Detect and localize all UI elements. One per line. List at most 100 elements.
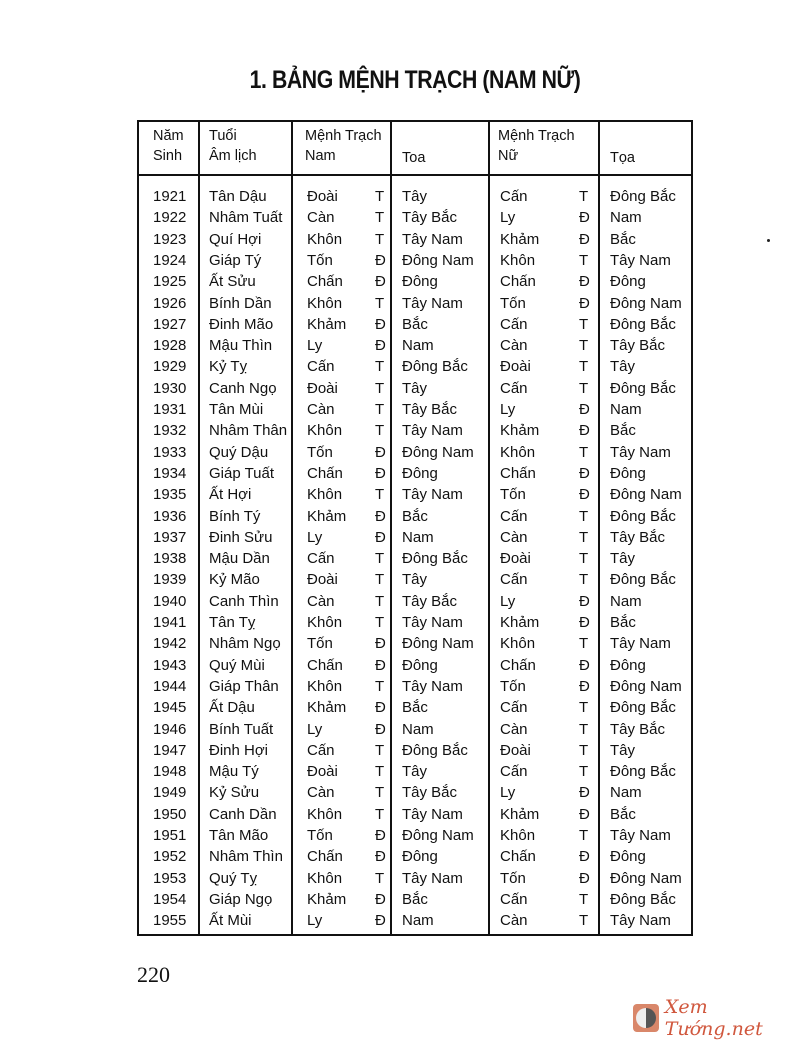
table-row: 1922 Nhâm Tuất Càn T Tây Bắc Ly Đ Nam [139, 207, 691, 228]
cell-female-direction: Đông Bắc [610, 507, 676, 525]
cell-year: 1937 [153, 528, 187, 546]
cell-male-direction: Tây Nam [402, 486, 463, 504]
cell-female-group: T [579, 763, 589, 781]
cell-male-menh: Chấn [307, 848, 343, 866]
cell-male-direction: Tây Nam [402, 614, 463, 631]
cell-male-direction: Tây Nam [402, 230, 463, 248]
cell-female-group: Đ [579, 422, 590, 440]
table-row: 1942 Nhâm Ngọ Tốn Đ Đông Nam Khôn T Tây Nam [139, 633, 691, 654]
cell-lunar-age: Quý Mùi [209, 656, 265, 674]
cell-year: 1939 [153, 571, 187, 589]
cell-female-group: T [579, 912, 589, 930]
cell-male-menh: Ly [307, 720, 323, 738]
cell-year: 1923 [153, 230, 187, 248]
cell-male-group: Đ [375, 720, 386, 738]
cell-female-group: Đ [579, 464, 590, 482]
cell-lunar-age: Quý Tỵ [209, 869, 258, 887]
cell-female-direction: Tây [610, 550, 636, 568]
cell-female-direction: Đông Bắc [610, 315, 676, 333]
cell-male-direction: Tây [402, 379, 428, 397]
cell-male-direction: Tây Bắc [402, 209, 458, 227]
cell-male-menh: Chấn [307, 273, 343, 291]
cell-male-group: Đ [375, 251, 386, 269]
cell-male-menh: Chấn [307, 464, 343, 482]
cell-lunar-age: Quý Dậu [209, 443, 269, 461]
table-row: 1924 Giáp Tý Tốn Đ Đông Nam Khôn T Tây Nam [139, 250, 691, 271]
cell-male-direction: Đông Bắc [402, 358, 468, 376]
cell-male-group: T [375, 677, 385, 695]
cell-female-menh: Khảm [500, 422, 540, 440]
cell-female-direction: Nam [610, 401, 642, 418]
cell-female-direction: Tây [610, 358, 636, 376]
cell-female-direction: Đông Bắc [610, 379, 676, 397]
cell-male-menh: Khảm [307, 890, 347, 908]
header-line: Năm [153, 128, 184, 144]
header-female: Mệnh Trạch Nữ [498, 126, 575, 166]
cell-female-menh: Đoài [500, 741, 531, 759]
cell-female-direction: Đông Nam [610, 486, 682, 504]
watermark-text: Xem Tướng.net [664, 996, 763, 1040]
cell-year: 1951 [153, 827, 187, 844]
cell-male-group: Đ [375, 337, 386, 355]
cell-male-menh: Khôn [307, 805, 343, 823]
cell-male-menh: Khảm [307, 699, 347, 717]
table-row: 1940 Canh Thìn Càn T Tây Bắc Ly Đ Nam [139, 591, 691, 612]
header-line: Nữ [498, 148, 519, 164]
cell-male-group: T [375, 571, 385, 589]
cell-male-menh: Đoài [307, 188, 338, 205]
cell-female-menh: Khảm [500, 614, 540, 631]
table-row: 1928 Mậu Thìn Ly Đ Nam Càn T Tây Bắc [139, 335, 691, 356]
cell-lunar-age: Giáp Thân [209, 677, 279, 695]
cell-male-menh: Ly [307, 528, 323, 546]
cell-male-direction: Tây Bắc [402, 784, 458, 802]
cell-lunar-age: Kỷ Sửu [209, 784, 260, 802]
cell-female-menh: Đoài [500, 358, 531, 376]
column-divider [198, 122, 200, 934]
cell-year: 1943 [153, 656, 187, 674]
cell-lunar-age: Kỷ Mão [209, 571, 260, 589]
cell-female-group: T [579, 507, 589, 525]
cell-female-group: Đ [579, 401, 590, 418]
cell-female-group: T [579, 550, 589, 568]
cell-male-group: T [375, 763, 385, 781]
cell-female-direction: Đông Bắc [610, 188, 676, 205]
cell-male-direction: Đông Bắc [402, 741, 468, 759]
cell-male-menh: Đoài [307, 763, 338, 781]
cell-male-group: T [375, 614, 385, 631]
cell-lunar-age: Canh Thìn [209, 592, 279, 610]
cell-lunar-age: Ất Sửu [209, 273, 256, 291]
header-year: Năm Sinh [153, 126, 184, 166]
cell-lunar-age: Giáp Tuất [209, 464, 275, 482]
cell-male-menh: Cấn [307, 550, 335, 568]
cell-year: 1950 [153, 805, 187, 823]
cell-female-menh: Chấn [500, 464, 536, 482]
cell-lunar-age: Đinh Hợi [209, 741, 269, 759]
cell-lunar-age: Đinh Mão [209, 315, 274, 333]
cell-year: 1942 [153, 635, 187, 653]
cell-female-menh: Khôn [500, 251, 536, 269]
cell-female-direction: Nam [610, 209, 642, 227]
cell-female-direction: Đông Bắc [610, 699, 676, 717]
cell-male-group: T [375, 294, 385, 312]
cell-female-group: T [579, 741, 589, 759]
cell-lunar-age: Ất Hợi [209, 486, 252, 504]
cell-male-group: Đ [375, 315, 386, 333]
cell-male-direction: Đông Nam [402, 635, 474, 653]
table-row: 1937 Đinh Sửu Ly Đ Nam Càn T Tây Bắc [139, 527, 691, 548]
table-row: 1923 Quí Hợi Khôn T Tây Nam Khảm Đ Bắc [139, 229, 691, 250]
cell-female-group: T [579, 635, 589, 653]
cell-lunar-age: Nhâm Ngọ [209, 635, 281, 653]
cell-male-group: T [375, 592, 385, 610]
cell-female-group: T [579, 720, 589, 738]
cell-male-menh: Khôn [307, 230, 343, 248]
table-row: 1945 Ất Dậu Khảm Đ Bắc Cấn T Đông Bắc [139, 697, 691, 718]
cell-female-direction: Tây Nam [610, 251, 671, 269]
cell-female-menh: Càn [500, 720, 528, 738]
cell-male-menh: Chấn [307, 656, 343, 674]
header-line: Nam [305, 148, 336, 164]
cell-male-direction: Tây [402, 188, 428, 205]
cell-female-group: Đ [579, 656, 590, 674]
cell-male-menh: Khôn [307, 614, 343, 631]
cell-year: 1948 [153, 763, 187, 781]
cell-male-group: T [375, 401, 385, 418]
